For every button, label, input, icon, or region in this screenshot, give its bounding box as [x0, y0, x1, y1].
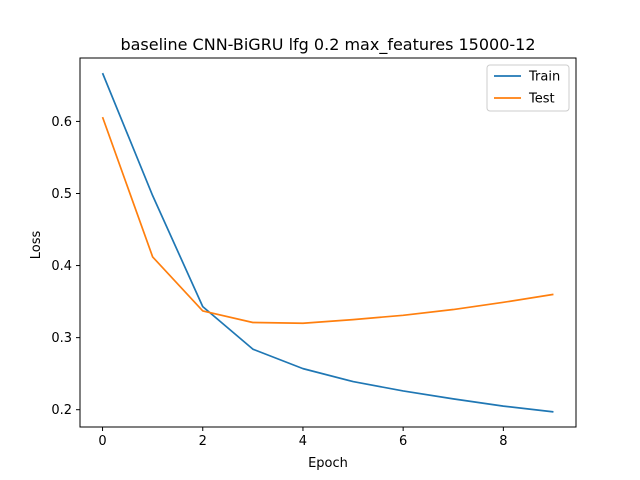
y-tick-label: 0.5: [51, 187, 72, 202]
series-line-test: [101, 116, 554, 325]
legend: Train Test: [486, 64, 570, 112]
y-axis-title: Loss: [29, 231, 44, 260]
series-lines: [101, 72, 554, 413]
x-tick-label: 8: [499, 434, 507, 449]
chart-title: baseline CNN-BiGRU lfg 0.2 max_features …: [120, 35, 535, 55]
y-tick-label: 0.4: [51, 259, 72, 274]
y-tick-label: 0.6: [51, 115, 72, 130]
x-tick-label: 6: [399, 434, 407, 449]
x-axis-title: Epoch: [308, 456, 348, 471]
x-tick-label: 4: [299, 434, 307, 449]
x-tick-label: 0: [98, 434, 106, 449]
plot-area-frame: [79, 57, 577, 428]
legend-label-test: Test: [528, 92, 555, 107]
x-axis: 0 2 4 6 8: [98, 427, 507, 449]
y-tick-label: 0.2: [51, 403, 72, 418]
x-tick-label: 2: [199, 434, 207, 449]
legend-label-train: Train: [528, 70, 560, 85]
y-tick-label: 0.3: [51, 331, 72, 346]
series-line-train: [101, 72, 554, 413]
y-axis: 0.2 0.3 0.4 0.5 0.6: [51, 115, 80, 418]
